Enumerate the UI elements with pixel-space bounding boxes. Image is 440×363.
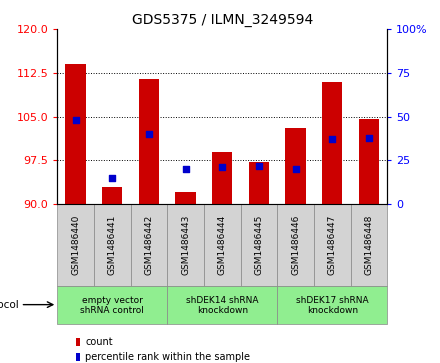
Point [219, 164, 226, 170]
Text: percentile rank within the sample: percentile rank within the sample [85, 352, 250, 362]
Text: shDEK14 shRNA
knockdown: shDEK14 shRNA knockdown [186, 295, 258, 315]
FancyBboxPatch shape [351, 204, 387, 286]
Point [365, 135, 372, 140]
FancyBboxPatch shape [167, 286, 277, 324]
Text: GSM1486445: GSM1486445 [254, 215, 264, 275]
FancyBboxPatch shape [94, 204, 131, 286]
Text: GSM1486443: GSM1486443 [181, 215, 190, 275]
Point [329, 136, 336, 142]
Bar [359, 119, 379, 204]
Point [109, 175, 116, 181]
Text: protocol: protocol [0, 299, 18, 310]
Title: GDS5375 / ILMN_3249594: GDS5375 / ILMN_3249594 [132, 13, 313, 26]
Text: shDEK17 shRNA
knockdown: shDEK17 shRNA knockdown [296, 295, 369, 315]
Point [145, 131, 152, 137]
FancyBboxPatch shape [277, 286, 387, 324]
FancyBboxPatch shape [57, 286, 167, 324]
Bar [249, 162, 269, 204]
Bar [286, 128, 306, 204]
Bar [102, 187, 122, 204]
Bar [322, 82, 342, 204]
Bar [176, 192, 196, 204]
FancyBboxPatch shape [167, 204, 204, 286]
Text: GSM1486448: GSM1486448 [364, 215, 374, 275]
Point [72, 117, 79, 123]
Text: GSM1486442: GSM1486442 [144, 215, 154, 275]
Text: GSM1486441: GSM1486441 [108, 215, 117, 275]
Text: GSM1486444: GSM1486444 [218, 215, 227, 275]
Bar [139, 79, 159, 204]
Bar [66, 64, 86, 204]
Text: GSM1486440: GSM1486440 [71, 215, 80, 275]
FancyBboxPatch shape [57, 204, 94, 286]
Text: GSM1486446: GSM1486446 [291, 215, 300, 275]
FancyBboxPatch shape [277, 204, 314, 286]
Bar [212, 151, 232, 204]
Text: GSM1486447: GSM1486447 [328, 215, 337, 275]
FancyBboxPatch shape [241, 204, 277, 286]
FancyBboxPatch shape [204, 204, 241, 286]
Text: count: count [85, 337, 113, 347]
Point [182, 166, 189, 172]
Point [292, 166, 299, 172]
Point [255, 163, 262, 168]
FancyBboxPatch shape [76, 353, 80, 361]
Text: empty vector
shRNA control: empty vector shRNA control [80, 295, 144, 315]
FancyBboxPatch shape [131, 204, 167, 286]
FancyBboxPatch shape [314, 204, 351, 286]
FancyBboxPatch shape [76, 338, 80, 346]
